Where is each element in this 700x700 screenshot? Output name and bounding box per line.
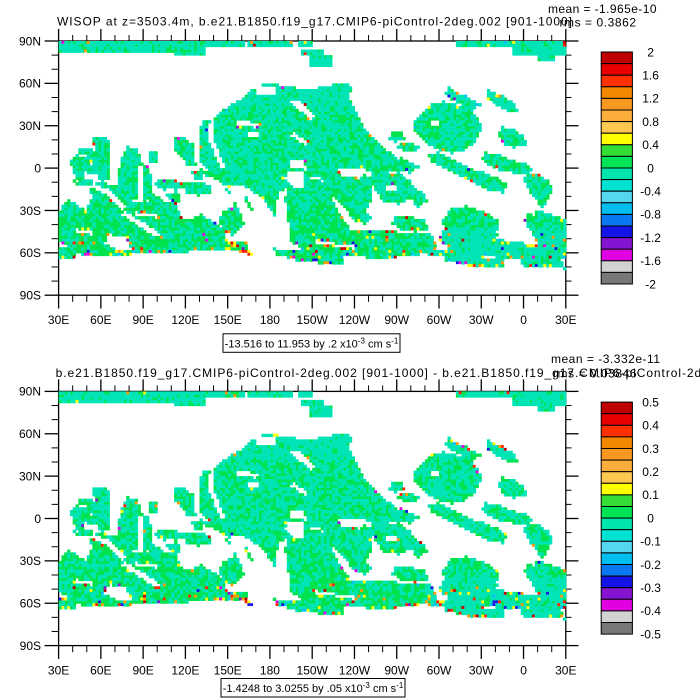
svg-text:1.2: 1.2 — [642, 92, 659, 106]
svg-text:60W: 60W — [427, 313, 452, 327]
svg-text:0: 0 — [647, 511, 654, 525]
svg-text:-0.4: -0.4 — [640, 604, 661, 618]
svg-text:-1.4248 to 3.0255 by .05 x10-3: -1.4248 to 3.0255 by .05 x10-3 cm s-1 — [223, 681, 404, 695]
svg-text:150E: 150E — [214, 663, 242, 677]
svg-text:0.3: 0.3 — [642, 442, 659, 456]
svg-text:1.6: 1.6 — [642, 69, 659, 83]
svg-text:30N: 30N — [19, 119, 41, 133]
svg-text:0: 0 — [520, 313, 527, 327]
svg-text:mean = -3.332e-11: mean = -3.332e-11 — [551, 352, 660, 366]
svg-text:-0.1: -0.1 — [640, 535, 661, 549]
svg-text:150E: 150E — [214, 313, 242, 327]
svg-text:120W: 120W — [339, 663, 371, 677]
svg-text:-2: -2 — [645, 277, 656, 291]
svg-text:rms = 0.3862: rms = 0.3862 — [560, 16, 637, 30]
svg-text:2: 2 — [647, 45, 654, 59]
svg-text:30E: 30E — [48, 313, 69, 327]
svg-text:0.2: 0.2 — [642, 465, 659, 479]
svg-text:0: 0 — [520, 663, 527, 677]
svg-text:0.4: 0.4 — [642, 138, 659, 152]
svg-text:-0.2: -0.2 — [640, 558, 661, 572]
svg-text:-13.516 to 11.953 by .2 x10-3: -13.516 to 11.953 by .2 x10-3 cm s-1 — [225, 336, 399, 350]
svg-text:-1.6: -1.6 — [640, 254, 661, 268]
svg-text:60N: 60N — [19, 77, 41, 91]
svg-text:30N: 30N — [19, 469, 41, 483]
svg-text:0.5: 0.5 — [642, 395, 659, 409]
svg-text:0.8: 0.8 — [642, 115, 659, 129]
svg-text:90S: 90S — [20, 639, 41, 653]
svg-text:0: 0 — [34, 512, 41, 526]
svg-text:30E: 30E — [555, 313, 576, 327]
svg-text:60W: 60W — [427, 663, 452, 677]
svg-text:90S: 90S — [20, 289, 41, 303]
svg-text:90E: 90E — [132, 663, 153, 677]
svg-text:mean = -1.965e-10: mean = -1.965e-10 — [548, 2, 657, 16]
svg-text:150W: 150W — [297, 313, 329, 327]
svg-text:30S: 30S — [20, 204, 41, 218]
svg-text:150W: 150W — [297, 663, 329, 677]
svg-text:60S: 60S — [20, 597, 41, 611]
svg-text:90E: 90E — [132, 313, 153, 327]
svg-text:rms = 0.03846: rms = 0.03846 — [553, 367, 637, 381]
svg-text:-0.8: -0.8 — [640, 208, 661, 222]
svg-text:b.e21.B1850.f19_g17.CMIP6-piCo: b.e21.B1850.f19_g17.CMIP6-piControl-2deg… — [56, 366, 700, 380]
svg-text:60S: 60S — [20, 246, 41, 260]
svg-text:0: 0 — [34, 161, 41, 175]
svg-text:90N: 90N — [19, 385, 41, 399]
svg-text:30W: 30W — [469, 663, 494, 677]
svg-text:60E: 60E — [90, 663, 111, 677]
svg-text:120E: 120E — [171, 313, 199, 327]
svg-text:180: 180 — [260, 663, 280, 677]
svg-text:0.1: 0.1 — [642, 488, 659, 502]
svg-text:0.4: 0.4 — [642, 419, 659, 433]
svg-text:0: 0 — [647, 161, 654, 175]
svg-text:90N: 90N — [19, 34, 41, 48]
svg-text:60N: 60N — [19, 427, 41, 441]
svg-text:30S: 30S — [20, 554, 41, 568]
svg-text:90W: 90W — [384, 663, 409, 677]
svg-text:90W: 90W — [384, 313, 409, 327]
svg-text:120E: 120E — [171, 663, 199, 677]
svg-text:-1.2: -1.2 — [640, 231, 661, 245]
svg-text:180: 180 — [260, 313, 280, 327]
svg-text:30W: 30W — [469, 313, 494, 327]
svg-text:60E: 60E — [90, 313, 111, 327]
svg-text:30E: 30E — [555, 663, 576, 677]
svg-text:30E: 30E — [48, 663, 69, 677]
svg-text:WISOP at z=3503.4m, b.e21.B185: WISOP at z=3503.4m, b.e21.B1850.f19_g17.… — [57, 15, 572, 29]
svg-text:-0.5: -0.5 — [640, 627, 661, 641]
svg-text:-0.4: -0.4 — [640, 185, 661, 199]
svg-text:-0.3: -0.3 — [640, 581, 661, 595]
svg-text:120W: 120W — [339, 313, 371, 327]
